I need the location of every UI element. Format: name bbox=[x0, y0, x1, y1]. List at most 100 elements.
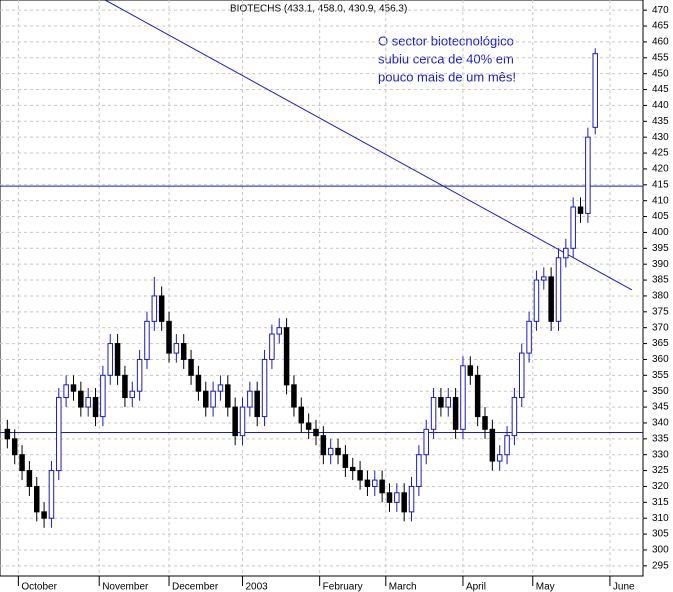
candle-body bbox=[541, 276, 547, 281]
candle-body bbox=[158, 295, 165, 322]
candle-body bbox=[555, 257, 562, 322]
y-tick-label: 350 bbox=[652, 386, 669, 397]
y-tick-label: 370 bbox=[652, 322, 669, 333]
x-tick-label: June bbox=[613, 582, 635, 592]
x-tick-label: 2003 bbox=[246, 582, 269, 592]
candle-body bbox=[129, 390, 136, 399]
y-tick-label: 325 bbox=[652, 465, 669, 476]
x-tick-label: December bbox=[172, 582, 219, 592]
candle-body bbox=[92, 397, 99, 418]
candle-body bbox=[349, 466, 356, 472]
y-tick-label: 445 bbox=[652, 84, 669, 95]
y-tick-label: 335 bbox=[652, 433, 669, 444]
candle-body bbox=[33, 485, 40, 513]
candle-body bbox=[504, 435, 510, 456]
candle-body bbox=[56, 397, 62, 472]
x-tick-label: May bbox=[536, 582, 555, 592]
y-tick-label: 340 bbox=[652, 418, 669, 429]
y-tick-label: 465 bbox=[652, 21, 669, 32]
candle-body bbox=[63, 384, 69, 399]
candle-body bbox=[19, 454, 25, 472]
x-tick-label: November bbox=[102, 582, 149, 592]
candle-body bbox=[114, 343, 121, 376]
candle-body bbox=[239, 406, 246, 437]
candle-body bbox=[254, 390, 260, 418]
candle-body bbox=[85, 397, 91, 408]
y-tick-label: 395 bbox=[652, 243, 669, 254]
y-tick-label: 450 bbox=[652, 68, 669, 79]
y-tick-label: 430 bbox=[652, 132, 669, 143]
candle-body bbox=[474, 374, 481, 418]
candle-body bbox=[533, 279, 540, 322]
candle-body bbox=[592, 53, 598, 128]
y-tick-label: 425 bbox=[652, 148, 669, 159]
candle-body bbox=[298, 406, 305, 424]
y-tick-label: 460 bbox=[652, 37, 669, 48]
candle-body bbox=[489, 428, 496, 462]
y-tick-label: 415 bbox=[652, 179, 669, 190]
y-tick-label: 420 bbox=[652, 164, 669, 175]
candle-body bbox=[11, 438, 18, 456]
candle-body bbox=[408, 485, 415, 513]
y-tick-label: 360 bbox=[652, 354, 669, 365]
candle-body bbox=[577, 206, 584, 214]
x-tick-label: April bbox=[466, 582, 486, 592]
y-tick-label: 410 bbox=[652, 195, 669, 206]
candle-body bbox=[4, 428, 11, 440]
candle-body bbox=[188, 358, 194, 376]
candle-body bbox=[195, 374, 202, 392]
annotation: pouco mais de um mês! bbox=[378, 69, 516, 84]
candle-body bbox=[394, 492, 400, 503]
candle-body bbox=[496, 454, 503, 462]
annotation: subiu cerca de 40% em bbox=[378, 51, 514, 66]
plot-frame bbox=[0, 0, 644, 577]
candle-body bbox=[100, 374, 106, 418]
y-tick-label: 380 bbox=[652, 291, 669, 302]
candle-body bbox=[401, 492, 407, 513]
candle-body bbox=[548, 276, 554, 322]
y-tick-label: 470 bbox=[652, 5, 669, 16]
candle-body bbox=[210, 390, 216, 408]
y-tick-label: 315 bbox=[652, 497, 669, 508]
candle-body bbox=[203, 390, 209, 408]
y-tick-label: 440 bbox=[652, 100, 669, 111]
candle-body bbox=[151, 295, 158, 322]
y-tick-label: 345 bbox=[652, 402, 669, 413]
candle-body bbox=[467, 365, 474, 376]
candle-body bbox=[41, 511, 47, 519]
candle-body bbox=[327, 447, 334, 456]
candle-body bbox=[416, 454, 422, 487]
candle-body bbox=[423, 428, 429, 456]
candle-body bbox=[320, 435, 327, 456]
candle-body bbox=[386, 492, 393, 503]
candle-body bbox=[217, 384, 224, 392]
y-tick-label: 300 bbox=[652, 545, 669, 556]
x-tick-label: October bbox=[21, 582, 57, 592]
y-tick-label: 305 bbox=[652, 529, 669, 540]
candle-body bbox=[570, 206, 576, 249]
chart-title: BIOTECHS (433.1, 458.0, 430.9, 456.3) bbox=[230, 4, 407, 15]
candle-body bbox=[452, 397, 459, 430]
annotation: O sector biotecnológico bbox=[378, 33, 514, 48]
candle-body bbox=[261, 358, 268, 418]
candle-body bbox=[518, 352, 525, 399]
y-tick-label: 400 bbox=[652, 227, 669, 238]
y-tick-label: 365 bbox=[652, 338, 669, 349]
candle-body bbox=[445, 397, 452, 408]
candle-body bbox=[364, 479, 371, 487]
candle-body bbox=[247, 390, 253, 408]
candle-body bbox=[166, 320, 172, 354]
y-tick-label: 310 bbox=[652, 513, 669, 524]
candle-body bbox=[460, 365, 466, 430]
candle-body bbox=[180, 343, 187, 360]
candle-body bbox=[563, 247, 569, 259]
candle-body bbox=[305, 422, 312, 430]
candle-body bbox=[173, 343, 180, 354]
candle-body bbox=[283, 327, 290, 386]
candle-body bbox=[372, 479, 378, 487]
candle-body bbox=[342, 454, 349, 468]
y-tick-label: 390 bbox=[652, 259, 669, 270]
candle-body bbox=[78, 390, 84, 408]
candle-body bbox=[107, 343, 113, 376]
candle-body bbox=[276, 327, 282, 335]
